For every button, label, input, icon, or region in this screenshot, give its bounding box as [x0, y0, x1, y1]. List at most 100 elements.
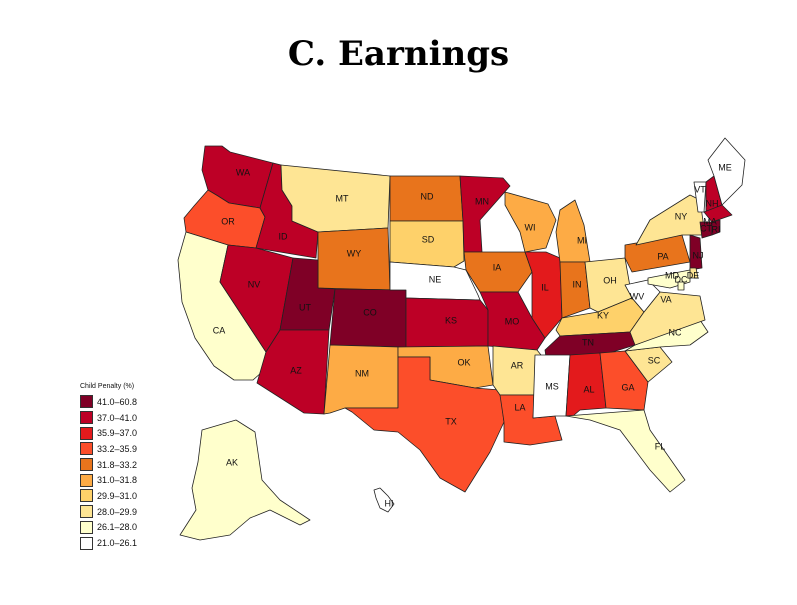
state-az	[256, 329, 330, 415]
state-label-az: AZ	[290, 365, 302, 375]
legend-swatch	[80, 458, 93, 472]
state-label-co: CO	[363, 307, 377, 317]
legend-swatch	[80, 426, 93, 440]
state-label-ri: RI	[712, 224, 721, 234]
state-label-ak: AK	[226, 457, 238, 467]
state-wy	[317, 227, 391, 291]
state-mo	[479, 291, 546, 351]
state-label-al: AL	[583, 384, 594, 394]
state-tx	[344, 356, 505, 493]
state-label-mi: MI	[577, 235, 587, 245]
state-label-ms: MS	[545, 381, 559, 391]
legend-label: 31.0–31.8	[97, 475, 138, 486]
state-label-md: MD	[665, 270, 679, 280]
legend-label: 29.9–31.0	[97, 490, 138, 501]
state-label-nd: ND	[421, 191, 434, 201]
state-label-ne: NE	[429, 274, 442, 284]
state-mi	[555, 199, 591, 263]
state-ga	[599, 350, 649, 411]
state-nm	[323, 344, 399, 415]
state-ma	[703, 204, 733, 223]
legend-item: 26.1–28.0	[80, 520, 137, 536]
legend-title: Child Penalty (%)	[80, 383, 135, 390]
state-label-nm: NM	[355, 368, 369, 378]
state-label-oh: OH	[603, 275, 617, 285]
state-fl	[565, 409, 686, 493]
legend-swatch	[80, 473, 93, 487]
state-label-nh: NH	[706, 198, 719, 208]
legend-swatch	[80, 520, 93, 534]
state-label-mn: MN	[475, 196, 489, 206]
legend-label: 41.0–60.8	[97, 396, 138, 407]
state-label-ky: KY	[597, 310, 609, 320]
state-me	[707, 137, 746, 206]
state-label-de: DE	[687, 270, 700, 280]
state-label-ks: KS	[445, 315, 457, 325]
legend-label: 37.0–41.0	[97, 412, 138, 423]
map-title: C. Earnings	[287, 34, 510, 74]
legend: Child Penalty (%) 41.0–60.8 37.0–41.0 35.9…	[80, 383, 137, 551]
legend-label: 21.0–26.1	[97, 538, 138, 549]
state-label-ca: CA	[213, 325, 226, 335]
state-ak	[179, 419, 311, 541]
legend-item: 37.0–41.0	[80, 410, 137, 426]
state-label-mo: MO	[505, 316, 520, 326]
state-label-sd: SD	[422, 234, 435, 244]
state-wi	[504, 191, 557, 253]
legend-item: 41.0–60.8	[80, 394, 137, 410]
legend-label: 31.8–33.2	[97, 459, 138, 470]
state-dc	[677, 281, 685, 291]
legend-item: 29.9–31.0	[80, 488, 137, 504]
state-label-ok: OK	[457, 357, 470, 367]
state-il	[524, 251, 563, 339]
legend-label: 28.0–29.9	[97, 506, 138, 517]
legend-swatch	[80, 442, 93, 456]
legend-item: 35.9–37.0	[80, 425, 137, 441]
state-label-ma: MA	[703, 216, 717, 226]
legend-swatch	[80, 395, 93, 409]
legend-item: 31.0–31.8	[80, 472, 137, 488]
state-ri	[711, 219, 721, 236]
state-label-wy: WY	[347, 248, 362, 258]
state-label-ct: CT	[700, 223, 712, 233]
state-label-me: ME	[718, 162, 732, 172]
state-label-nc: NC	[669, 327, 682, 337]
state-label-or: OR	[221, 216, 235, 226]
legend-swatch	[80, 411, 93, 425]
legend-swatch	[80, 536, 93, 550]
state-label-vt: VT	[694, 184, 706, 194]
state-label-in: IN	[573, 279, 582, 289]
state-label-ar: AR	[511, 360, 524, 370]
legend-item: 28.0–29.9	[80, 504, 137, 520]
state-label-fl: FL	[655, 441, 666, 451]
state-label-nv: NV	[248, 279, 261, 289]
state-label-pa: PA	[657, 251, 668, 261]
state-label-ia: IA	[493, 262, 502, 272]
state-mn	[459, 175, 511, 253]
legend-swatch	[80, 505, 93, 519]
state-label-ny: NY	[675, 211, 688, 221]
state-label-hi: HI	[385, 498, 394, 508]
state-label-wa: WA	[236, 167, 250, 177]
state-label-dc: DC	[675, 274, 688, 284]
state-sd	[389, 220, 465, 268]
state-label-wv: WV	[630, 291, 645, 301]
legend-item: 31.8–33.2	[80, 457, 137, 473]
state-label-il: IL	[541, 282, 549, 292]
legend-label: 33.2–35.9	[97, 443, 138, 454]
state-co	[329, 288, 407, 348]
state-label-id: ID	[279, 231, 289, 241]
state-label-nj: NJ	[693, 250, 704, 260]
state-label-tx: TX	[445, 416, 457, 426]
state-in	[559, 261, 591, 319]
legend-item: 33.2–35.9	[80, 441, 137, 457]
state-label-sc: SC	[648, 355, 661, 365]
state-label-tn: TN	[582, 337, 594, 347]
state-wv	[624, 279, 661, 313]
state-label-la: LA	[514, 402, 525, 412]
state-label-ga: GA	[621, 382, 634, 392]
legend-item: 21.0–26.1	[80, 535, 137, 551]
state-label-va: VA	[660, 294, 671, 304]
legend-label: 35.9–37.0	[97, 428, 138, 439]
state-label-ut: UT	[299, 302, 311, 312]
